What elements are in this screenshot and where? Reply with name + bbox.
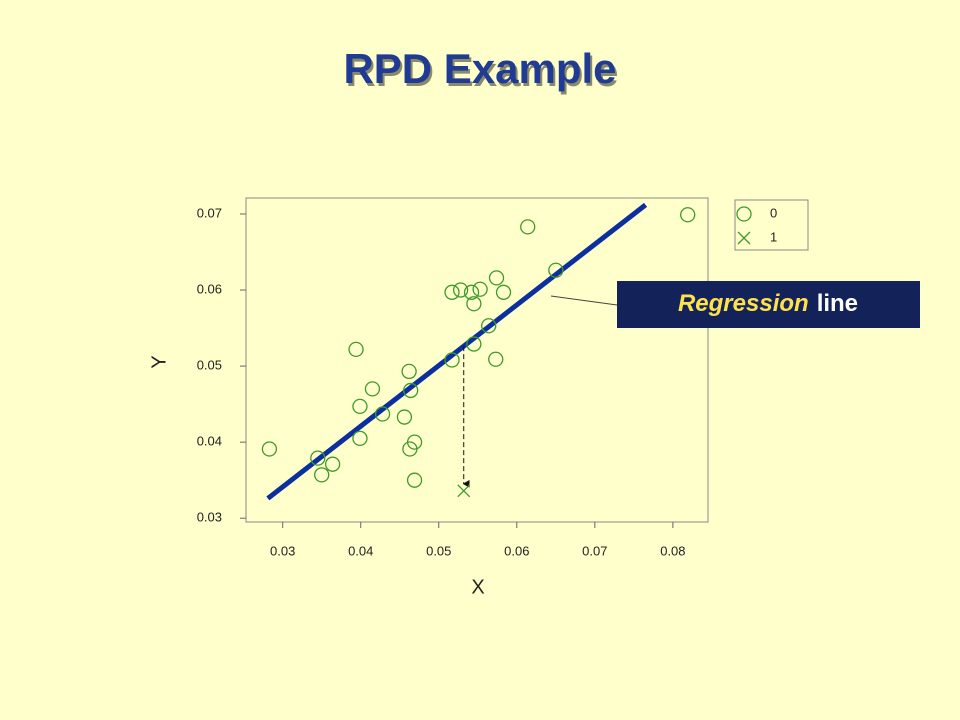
point [444, 284, 460, 300]
point [348, 341, 364, 358]
point [324, 456, 341, 472]
point [463, 284, 480, 300]
point [401, 363, 417, 380]
point [472, 281, 488, 297]
point [488, 270, 505, 286]
point [314, 467, 330, 483]
point [680, 207, 696, 223]
point [374, 406, 391, 422]
point [352, 430, 368, 446]
point [403, 382, 419, 399]
y-tick-label: 0.07 [197, 205, 222, 220]
plot-frame [245, 197, 709, 523]
x-tick-label: 0.06 [504, 543, 529, 558]
point [466, 296, 482, 312]
x-tick-label: 0.04 [348, 543, 373, 558]
point [452, 282, 469, 298]
point [520, 219, 536, 235]
point [548, 262, 564, 278]
regression-line [266, 202, 648, 501]
point [406, 434, 423, 450]
point [406, 472, 423, 488]
y-axis-label: Y [148, 355, 170, 368]
y-tick-label: 0.06 [197, 281, 222, 296]
point [481, 318, 497, 334]
annotation-box [617, 281, 920, 328]
x-tick-label: 0.08 [660, 543, 685, 558]
point [457, 484, 471, 498]
chart-title: RPD Example [343, 45, 616, 92]
annotation-emphasis: Regression [678, 290, 809, 317]
x-tick-label: 0.07 [582, 543, 607, 558]
point [261, 441, 278, 457]
legend-marker [737, 231, 751, 245]
point [444, 352, 460, 368]
point [396, 409, 413, 425]
annotation-pointer [550, 295, 618, 306]
y-tick-label: 0.03 [197, 510, 222, 525]
x-tick-label: 0.03 [270, 543, 295, 558]
x-tick-label: 0.05 [426, 543, 451, 558]
title-shadow: RPD Example [345, 48, 618, 95]
point [352, 398, 368, 415]
legend-box [734, 199, 809, 251]
y-tick-label: 0.04 [197, 434, 222, 449]
point [495, 284, 512, 300]
x-axis-label: X [471, 576, 484, 598]
annotation-text: line [817, 290, 858, 317]
point [364, 381, 381, 397]
point [310, 450, 326, 466]
point [488, 351, 504, 367]
legend-label: 0 [770, 205, 777, 220]
point [466, 336, 482, 352]
legend-label: 1 [770, 229, 777, 244]
legend-marker [736, 206, 752, 222]
annotation: Regression line [678, 290, 858, 317]
y-tick-label: 0.05 [197, 358, 222, 373]
